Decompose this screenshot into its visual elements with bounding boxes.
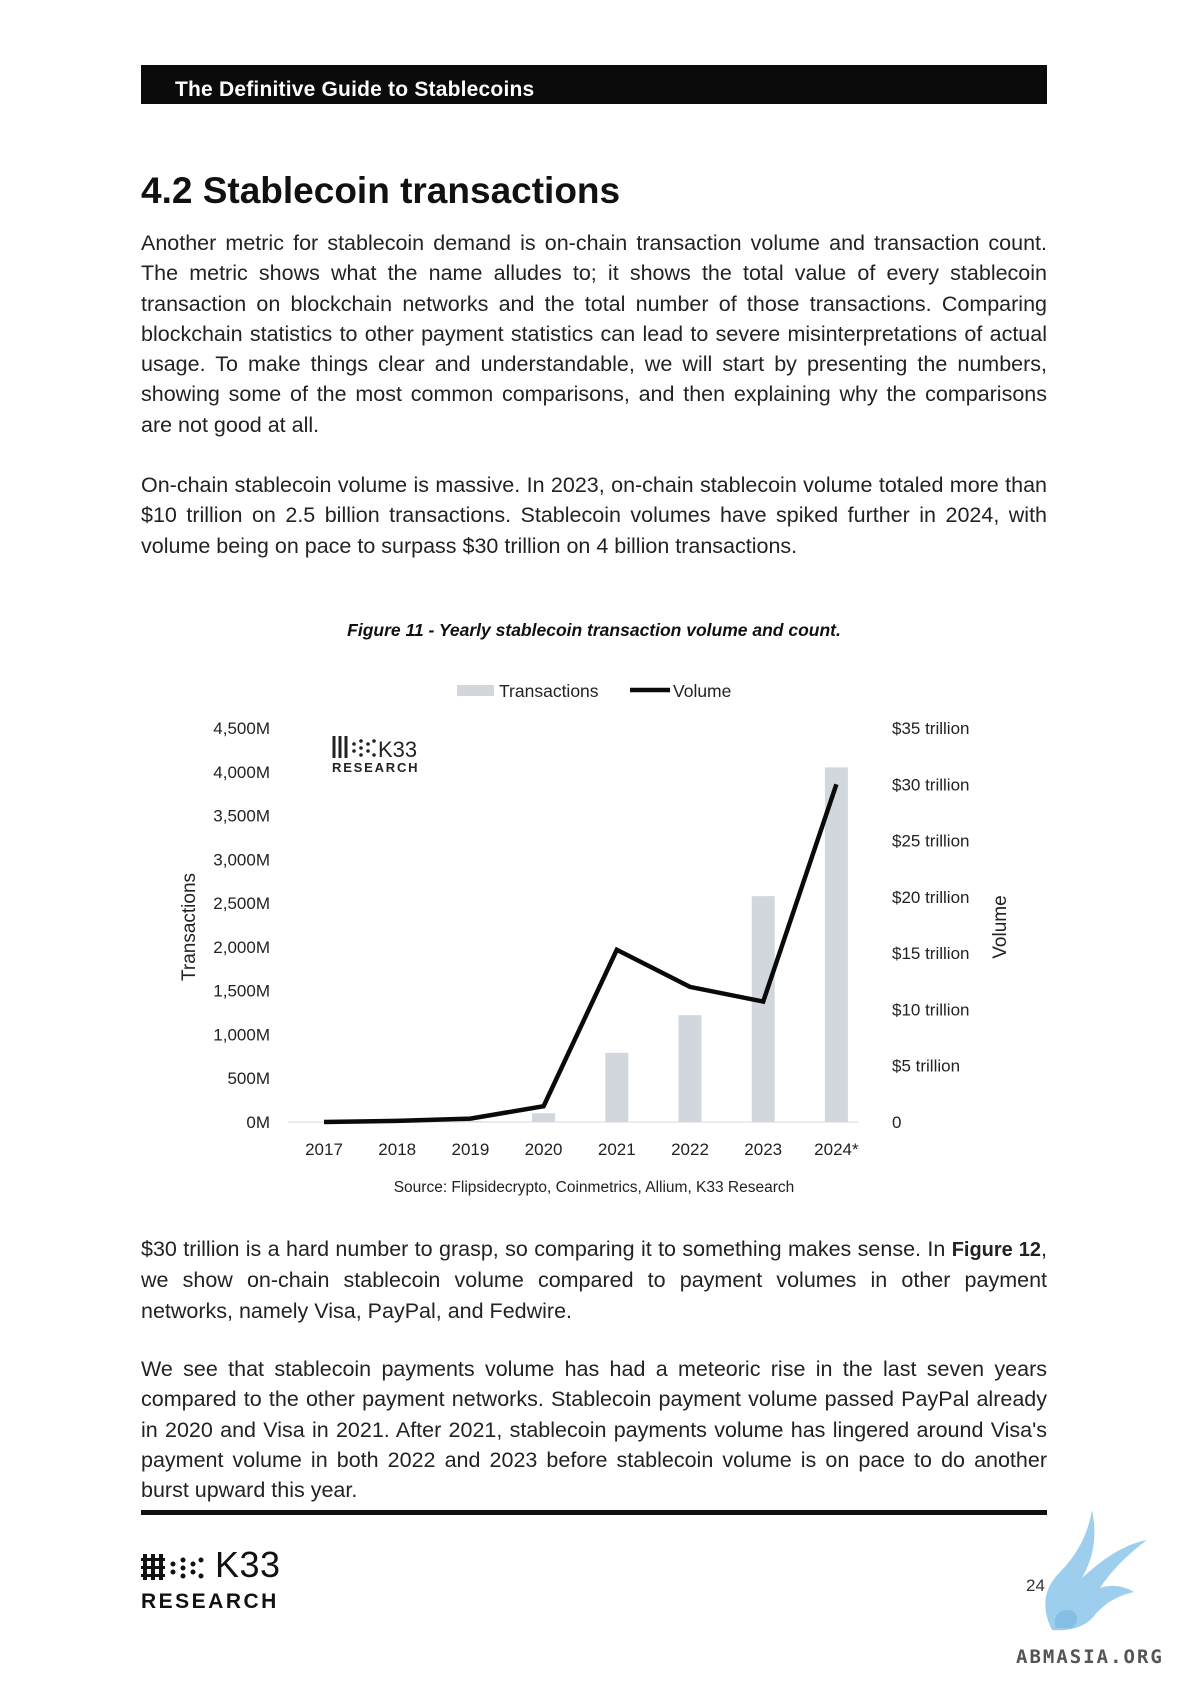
footer-divider (141, 1510, 1047, 1515)
y-tick-label-right: 0 (892, 1113, 901, 1132)
transactions-bar (678, 1015, 702, 1122)
y-tick-label-left: 1,000M (213, 1025, 270, 1044)
watermark-text: ABMASIA.ORG (1016, 1646, 1164, 1668)
legend-swatch-transactions (457, 685, 494, 696)
chart-logo-mark-icon (372, 753, 376, 757)
griffin-watermark-icon (1045, 1510, 1147, 1631)
legend-label-volume: Volume (673, 681, 731, 701)
figure-12-reference[interactable]: Figure 12 (951, 1239, 1042, 1261)
x-tick-label: 2024* (814, 1140, 859, 1159)
y-tick-label-left: 2,000M (213, 938, 270, 957)
paragraph-figure-12-intro: $30 trillion is a hard number to grasp, … (141, 1234, 1047, 1326)
chart-logo-mark-icon (359, 746, 363, 750)
x-tick-label: 2019 (451, 1140, 489, 1159)
y-tick-label-right: $10 trillion (892, 1000, 970, 1019)
paragraph-text: $30 trillion is a hard number to grasp, … (141, 1237, 952, 1261)
chart-logo-mark-icon (344, 743, 348, 751)
chart-logo-mark-icon (338, 750, 342, 758)
paragraph-text: , we show on-chain stablecoin volume com… (141, 1237, 1047, 1323)
x-tick-label: 2022 (671, 1140, 709, 1159)
volume-line (323, 783, 839, 1125)
chart-logo-mark-icon (332, 743, 336, 751)
chart-logo-mark-icon (332, 750, 336, 758)
chart-logo-mark-icon (372, 739, 376, 743)
chart-logo-mark-icon (359, 739, 363, 743)
paragraph-onchain-volume: On-chain stablecoin volume is massive. I… (141, 473, 1047, 558)
chart-logo-mark-icon (359, 753, 363, 757)
figure-source: Source: Flipsidecrypto, Coinmetrics, All… (394, 1179, 795, 1196)
paragraph-metric-intro: Another metric for stablecoin demand is … (141, 231, 1047, 437)
chart-logo-word: K33 (378, 737, 417, 762)
chart-logo-mark-icon (332, 736, 336, 744)
x-tick-label: 2020 (525, 1140, 563, 1159)
y-tick-label-left: 0M (246, 1113, 270, 1132)
section-title: 4.2 Stablecoin transactions (141, 170, 621, 211)
chart-logo-mark-icon (338, 743, 342, 751)
chart-logo-mark-icon (344, 750, 348, 758)
paragraph-meteoric-rise: We see that stablecoin payments volume h… (141, 1357, 1047, 1503)
document-title: The Definitive Guide to Stablecoins (175, 78, 535, 101)
y-tick-label-right: $5 trillion (892, 1057, 960, 1076)
y-tick-label-right: $20 trillion (892, 888, 970, 907)
y-tick-label-left: 500M (227, 1069, 270, 1088)
page-number: 24 (1026, 1576, 1045, 1595)
footer-logo-word: K33 (215, 1544, 281, 1585)
y-tick-label-right: $35 trillion (892, 719, 970, 738)
legend-label-transactions: Transactions (499, 681, 599, 701)
y-tick-label-right: $15 trillion (892, 944, 970, 963)
x-tick-label: 2023 (744, 1140, 782, 1159)
y-axis-title-left: Transactions (179, 873, 200, 981)
transactions-bar (532, 1113, 556, 1122)
y-tick-label-right: $30 trillion (892, 775, 970, 794)
figure-caption: Figure 11 - Yearly stablecoin transactio… (347, 620, 841, 640)
y-tick-label-left: 3,500M (213, 807, 270, 826)
y-tick-label-left: 2,500M (213, 894, 270, 913)
k33-logo-mark-icon (141, 1554, 204, 1580)
y-axis-title-right: Volume (990, 895, 1011, 958)
chart-logo-subtitle: RESEARCH (332, 760, 419, 775)
x-tick-label: 2021 (598, 1140, 636, 1159)
transactions-bar (605, 1052, 629, 1122)
y-tick-label-left: 3,000M (213, 850, 270, 869)
transactions-bar (824, 767, 848, 1122)
chart-logo-mark-icon (338, 736, 342, 744)
y-tick-label-left: 4,500M (213, 719, 270, 738)
chart-logo-mark-icon (366, 749, 370, 753)
transactions-bar (751, 896, 775, 1122)
y-tick-label-right: $25 trillion (892, 832, 970, 851)
chart-logo-mark-icon (344, 736, 348, 744)
chart-logo-mark-icon (352, 749, 356, 753)
footer-k33-logo: K33 RESEARCH (141, 1544, 280, 1613)
transactions-bar (458, 1121, 482, 1122)
chart-logo-mark-icon (366, 742, 370, 746)
y-tick-label-left: 1,500M (213, 982, 270, 1001)
x-tick-label: 2018 (378, 1140, 416, 1159)
footer-logo-subtitle: RESEARCH (141, 1590, 279, 1613)
page-header-bar: The Definitive Guide to Stablecoins (141, 65, 1047, 104)
y-tick-label-left: 4,000M (213, 763, 270, 782)
chart-logo-mark-icon (352, 742, 356, 746)
x-tick-label: 2017 (305, 1140, 343, 1159)
